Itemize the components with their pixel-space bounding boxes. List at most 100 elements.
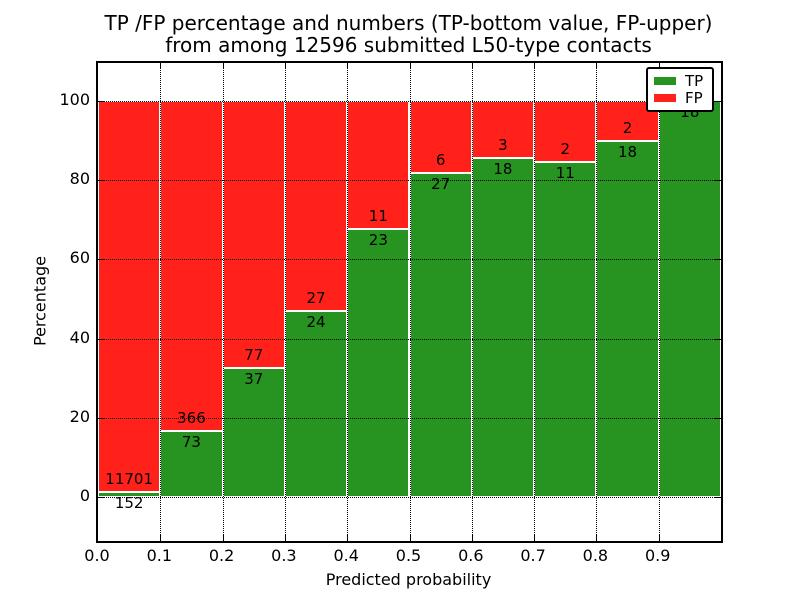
y-tick-mark-right <box>715 338 721 340</box>
bar-label-fp: 27 <box>306 288 326 307</box>
x-tick-mark-top <box>222 63 224 69</box>
x-tick-mark-top <box>409 63 411 69</box>
x-tick-label: 0.9 <box>644 546 671 565</box>
y-tick-label: 40 <box>69 327 90 347</box>
gridline-vertical <box>347 63 349 541</box>
bar-label-tp: 73 <box>181 433 201 452</box>
y-tick-label: 100 <box>59 90 90 109</box>
x-tick-mark-top <box>534 63 536 69</box>
x-tick-mark-top <box>347 63 349 69</box>
bar-label-fp: 3 <box>498 135 508 154</box>
legend: TP FP <box>646 67 714 112</box>
chart-title-line2: from among 12596 submitted L50-type cont… <box>165 33 652 57</box>
x-tick-label: 0.5 <box>395 546 422 565</box>
y-tick-label: 20 <box>69 406 90 426</box>
y-tick-mark <box>98 180 104 182</box>
gridline-vertical <box>471 63 473 541</box>
fp-legend-swatch <box>654 94 676 103</box>
y-tick-mark-right <box>715 180 721 182</box>
gridline-horizontal <box>98 497 721 498</box>
y-tick-mark <box>98 101 104 102</box>
bar-segment-tp <box>160 431 223 497</box>
y-tick-label: 80 <box>69 169 90 189</box>
x-tick-label: 0.7 <box>520 546 546 565</box>
bar-label-tp: 11 <box>555 163 575 182</box>
x-axis-label: Predicted probability <box>325 570 492 589</box>
gridline-horizontal <box>98 338 721 340</box>
y-tick-mark <box>98 497 104 498</box>
bar-label-fp: 11 <box>368 207 388 226</box>
y-tick-mark <box>98 259 104 261</box>
bar-segment-tp <box>534 161 597 497</box>
bar-label-fp: 2 <box>622 118 633 137</box>
x-tick-mark-top <box>658 63 660 69</box>
x-tick-mark-top <box>471 63 473 69</box>
y-tick-mark-right <box>715 497 721 498</box>
x-tick-mark-top <box>596 63 598 69</box>
x-tick-mark <box>596 535 598 541</box>
x-tick-label: 0.4 <box>333 546 359 565</box>
gridline-vertical <box>534 63 536 541</box>
x-tick-label: 0.3 <box>271 546 297 565</box>
bar-label-fp: 366 <box>177 409 206 428</box>
bar-label-tp: 152 <box>114 493 144 512</box>
bar-label-tp: 27 <box>431 175 451 193</box>
bar-label-tp: 23 <box>368 231 388 250</box>
x-tick-label: 0.2 <box>208 546 235 565</box>
x-tick-mark <box>409 535 411 541</box>
legend-label: TP <box>685 71 704 90</box>
x-tick-mark <box>222 535 224 541</box>
x-tick-mark <box>284 535 286 541</box>
bar-segment-tp <box>284 310 348 497</box>
bar-segment-tp <box>658 101 721 497</box>
gridline-horizontal <box>98 259 721 261</box>
x-tick-mark <box>347 535 349 541</box>
bar-segment-fp <box>534 101 597 162</box>
bar-label-tp: 18 <box>493 159 513 178</box>
x-tick-mark <box>471 535 473 541</box>
x-tick-mark <box>160 535 162 541</box>
bar-segment-fp <box>284 101 348 311</box>
bar-segment-tp <box>471 157 535 497</box>
bar-label-fp: 2 <box>560 139 571 158</box>
gridline-horizontal <box>98 417 721 419</box>
plot-area: 11701 152 366 73 77 37 27 24 11 23 6 27 3 18 2 11 2 18 18 <box>96 61 723 543</box>
bar-segment-fp <box>222 101 285 369</box>
bar-label-tp: 18 <box>618 142 638 161</box>
gridline-vertical <box>222 63 224 541</box>
y-tick-label: 60 <box>69 248 90 268</box>
bar-label-fp: 6 <box>435 151 446 169</box>
bar-segment-tp <box>596 140 659 497</box>
y-tick-label: 0 <box>79 486 90 505</box>
bar-segment-tp <box>409 173 472 497</box>
x-tick-label: 0.8 <box>582 546 609 565</box>
bar-label-tp: 24 <box>306 312 326 331</box>
legend-label: FP <box>685 89 703 108</box>
gridline-horizontal <box>98 180 721 182</box>
x-tick-mark <box>658 535 660 541</box>
gridline-vertical <box>409 63 411 541</box>
gridline-vertical <box>160 63 162 541</box>
y-tick-mark-right <box>715 101 721 102</box>
y-tick-mark-right <box>715 417 721 419</box>
bar-label-tp: 37 <box>244 370 264 389</box>
x-tick-label: 0.6 <box>458 546 484 565</box>
bar-segment-fp <box>347 101 410 230</box>
x-tick-mark <box>534 535 536 541</box>
x-tick-mark-top <box>284 63 286 69</box>
bar-label-fp: 11701 <box>105 469 153 488</box>
y-tick-mark <box>98 417 104 419</box>
gridline-horizontal <box>98 101 721 102</box>
y-tick-mark <box>98 338 104 340</box>
chart-title-line1: TP /FP percentage and numbers (TP-bottom… <box>104 11 713 35</box>
legend-row: FP <box>654 90 706 106</box>
gridline-vertical <box>658 63 660 541</box>
bar-segment-fp <box>160 101 223 432</box>
x-tick-mark-top <box>160 63 162 69</box>
y-tick-mark-right <box>715 259 721 261</box>
x-tick-label: 0.0 <box>84 546 110 565</box>
chart-title: TP /FP percentage and numbers (TP-bottom… <box>97 12 720 56</box>
bar-label-fp: 77 <box>244 346 264 365</box>
x-tick-label: 0.1 <box>146 546 173 565</box>
